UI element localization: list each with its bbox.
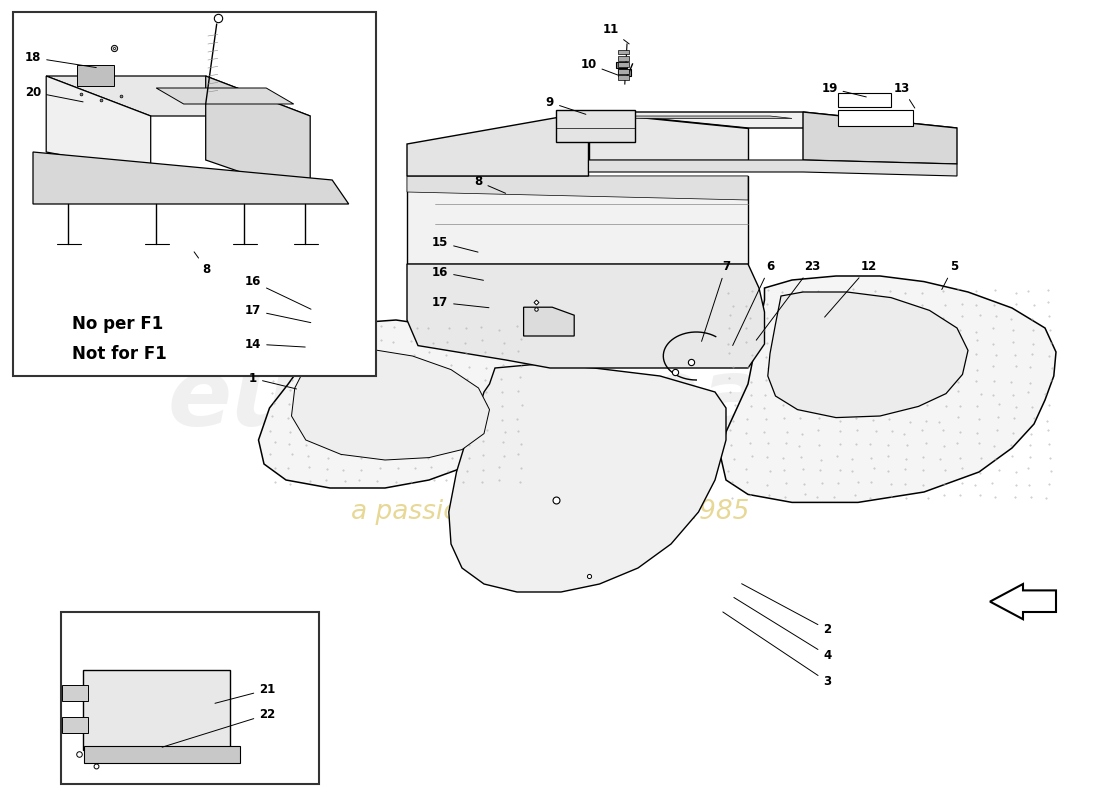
Text: 10: 10 [581,58,618,75]
FancyBboxPatch shape [77,65,114,86]
Text: 3: 3 [723,612,832,688]
Polygon shape [33,152,349,204]
FancyBboxPatch shape [618,69,631,76]
Text: 18: 18 [25,51,97,67]
Text: 19: 19 [822,82,867,97]
Polygon shape [156,88,294,104]
Text: 8: 8 [194,252,211,276]
Text: 20: 20 [25,86,84,102]
FancyBboxPatch shape [618,75,629,80]
Text: eurocarspares: eurocarspares [168,354,932,446]
Polygon shape [616,116,792,118]
Text: 4: 4 [734,598,832,662]
FancyBboxPatch shape [618,50,629,54]
FancyBboxPatch shape [82,670,230,750]
Polygon shape [803,112,957,164]
Polygon shape [292,348,490,460]
FancyBboxPatch shape [62,685,88,701]
FancyBboxPatch shape [838,93,891,107]
FancyBboxPatch shape [618,62,629,67]
Polygon shape [46,76,310,116]
Polygon shape [524,307,574,336]
Text: 5: 5 [942,260,958,290]
Polygon shape [407,176,748,200]
Text: Not for F1: Not for F1 [72,346,166,363]
Text: a passion for parts since 1985: a passion for parts since 1985 [351,499,749,525]
Text: 21: 21 [214,683,275,703]
FancyBboxPatch shape [60,612,319,784]
Text: 16: 16 [245,275,311,310]
FancyBboxPatch shape [62,717,88,733]
Polygon shape [407,264,764,368]
Text: 17: 17 [245,304,311,322]
Text: 17: 17 [432,296,488,309]
Text: 8: 8 [474,175,506,194]
FancyBboxPatch shape [556,110,635,142]
Text: 15: 15 [432,236,478,252]
Text: 2: 2 [741,584,832,636]
Text: 22: 22 [162,708,275,747]
Text: 9: 9 [546,96,586,114]
Polygon shape [720,276,1056,502]
Polygon shape [323,330,374,358]
Text: 6: 6 [733,260,774,346]
FancyBboxPatch shape [618,69,629,74]
Text: 16: 16 [432,266,484,280]
Text: 1: 1 [249,372,297,389]
Polygon shape [407,176,748,264]
Polygon shape [449,364,726,592]
FancyBboxPatch shape [838,110,913,126]
Polygon shape [206,76,310,196]
Text: 13: 13 [894,82,915,108]
FancyBboxPatch shape [618,56,629,61]
Polygon shape [588,160,957,176]
Polygon shape [407,112,588,176]
Polygon shape [588,112,957,128]
Polygon shape [768,292,968,418]
Polygon shape [258,320,539,488]
FancyBboxPatch shape [84,746,240,763]
Text: 23: 23 [757,260,820,340]
Text: 14: 14 [245,338,305,350]
FancyBboxPatch shape [13,12,376,376]
Text: 7: 7 [702,260,730,342]
Polygon shape [588,112,748,160]
Text: 12: 12 [825,260,877,317]
FancyBboxPatch shape [616,62,627,67]
Text: No per F1: No per F1 [72,315,163,333]
Polygon shape [990,584,1056,619]
Polygon shape [46,76,151,172]
Text: 11: 11 [603,23,629,44]
